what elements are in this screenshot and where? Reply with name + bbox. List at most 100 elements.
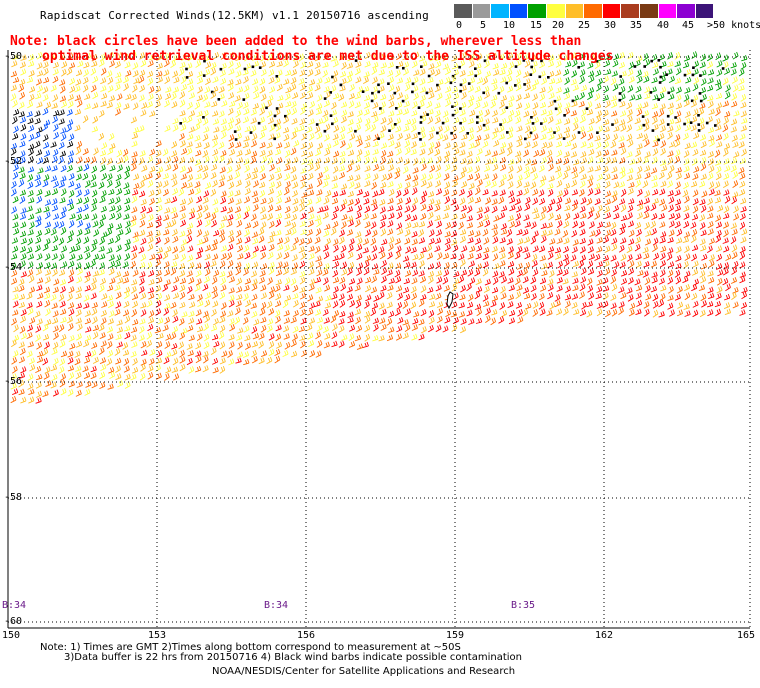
wind-barb bbox=[380, 125, 387, 133]
wind-barb bbox=[397, 292, 403, 301]
wind-barb bbox=[314, 309, 322, 316]
quality-flag-circle bbox=[354, 59, 358, 62]
wind-barb bbox=[82, 148, 89, 156]
wind-barb bbox=[620, 214, 628, 222]
quality-flag-circle bbox=[203, 59, 206, 63]
wind-barb bbox=[356, 189, 363, 196]
wind-barb bbox=[315, 149, 322, 157]
wind-barb bbox=[322, 308, 329, 316]
wind-barb bbox=[170, 219, 177, 228]
wind-barb bbox=[109, 205, 116, 212]
wind-barb bbox=[323, 85, 330, 93]
wind-barb bbox=[268, 181, 276, 189]
wind-barb bbox=[212, 207, 219, 214]
wind-barb bbox=[571, 271, 578, 278]
wind-barb bbox=[730, 118, 738, 126]
wind-barb bbox=[299, 91, 306, 100]
wind-barb bbox=[218, 86, 225, 94]
wind-barb bbox=[243, 196, 251, 204]
wind-barb bbox=[146, 155, 153, 164]
wind-barb bbox=[42, 94, 49, 102]
wind-barb bbox=[52, 61, 60, 69]
wind-barb bbox=[404, 237, 411, 245]
wind-barb bbox=[52, 341, 59, 350]
wind-barb bbox=[258, 228, 265, 236]
wind-barb bbox=[562, 253, 569, 262]
wind-barb bbox=[188, 317, 195, 325]
wind-barb bbox=[202, 310, 209, 318]
wind-barb bbox=[106, 341, 113, 349]
wind-barb bbox=[420, 213, 427, 221]
wind-barb bbox=[28, 133, 35, 142]
wind-barb bbox=[100, 277, 107, 286]
legend-swatch bbox=[695, 4, 715, 18]
wind-barb bbox=[451, 189, 458, 197]
wind-barb bbox=[58, 237, 65, 246]
wind-barb bbox=[212, 317, 219, 326]
wind-barb bbox=[387, 197, 394, 205]
wind-barb bbox=[147, 179, 154, 188]
quality-flag-circle bbox=[641, 115, 645, 118]
footer-note-1: Note: 1) Times are GMT 2)Times along bot… bbox=[40, 642, 461, 653]
wind-barb bbox=[213, 269, 220, 277]
wind-barb bbox=[738, 84, 745, 92]
wind-barb bbox=[69, 77, 76, 86]
wind-barb bbox=[90, 174, 97, 182]
wind-barb bbox=[26, 246, 33, 254]
wind-barb bbox=[346, 62, 354, 69]
wind-barb bbox=[36, 277, 44, 284]
wind-barb bbox=[163, 229, 170, 236]
wind-barb bbox=[594, 182, 601, 190]
wind-barb bbox=[251, 356, 258, 364]
wind-barb bbox=[282, 349, 289, 358]
wind-barb bbox=[339, 125, 346, 134]
wind-barb bbox=[484, 91, 490, 99]
wind-barb bbox=[218, 222, 225, 230]
wind-barb bbox=[260, 350, 268, 358]
wind-barb bbox=[227, 107, 234, 116]
wind-barb bbox=[315, 108, 323, 116]
wind-barb bbox=[403, 158, 411, 166]
wind-barb bbox=[125, 70, 132, 77]
wind-barb bbox=[317, 142, 324, 150]
wind-barb bbox=[466, 215, 473, 222]
quality-flag-circle bbox=[658, 81, 662, 84]
wind-barb bbox=[459, 125, 466, 134]
wind-barb bbox=[667, 276, 674, 285]
wind-barb bbox=[652, 244, 658, 252]
wind-barb bbox=[675, 94, 682, 102]
wind-barb bbox=[604, 133, 611, 142]
wind-barb bbox=[418, 229, 425, 237]
wind-barb bbox=[476, 212, 483, 221]
wind-barb bbox=[396, 77, 404, 84]
wind-barb bbox=[291, 254, 298, 262]
wind-barb bbox=[290, 221, 297, 230]
quality-flag-circle bbox=[273, 137, 276, 141]
wind-barb bbox=[572, 260, 580, 268]
wind-barb bbox=[275, 142, 283, 149]
wind-barb bbox=[722, 277, 729, 286]
wind-barb bbox=[44, 199, 52, 206]
wind-barb bbox=[371, 181, 377, 190]
wind-barb bbox=[212, 366, 219, 374]
wind-barb bbox=[635, 85, 642, 93]
wind-barb bbox=[667, 294, 674, 302]
wind-barb bbox=[90, 204, 97, 212]
wind-barb bbox=[675, 172, 682, 180]
wind-barb bbox=[482, 268, 489, 277]
wind-barb bbox=[491, 156, 498, 165]
wind-barb bbox=[523, 149, 530, 157]
wind-barb bbox=[316, 179, 323, 188]
wind-barb bbox=[365, 294, 372, 302]
wind-barb bbox=[115, 77, 122, 84]
wind-barb bbox=[610, 77, 617, 86]
wind-barb bbox=[682, 61, 690, 69]
wind-barb bbox=[388, 326, 395, 334]
wind-barb bbox=[667, 157, 674, 165]
wind-barb bbox=[354, 334, 362, 342]
wind-barb bbox=[723, 158, 730, 165]
wind-barb bbox=[500, 173, 507, 181]
wind-barb bbox=[68, 260, 75, 268]
wind-barb bbox=[228, 181, 235, 190]
wind-barb bbox=[674, 269, 681, 278]
